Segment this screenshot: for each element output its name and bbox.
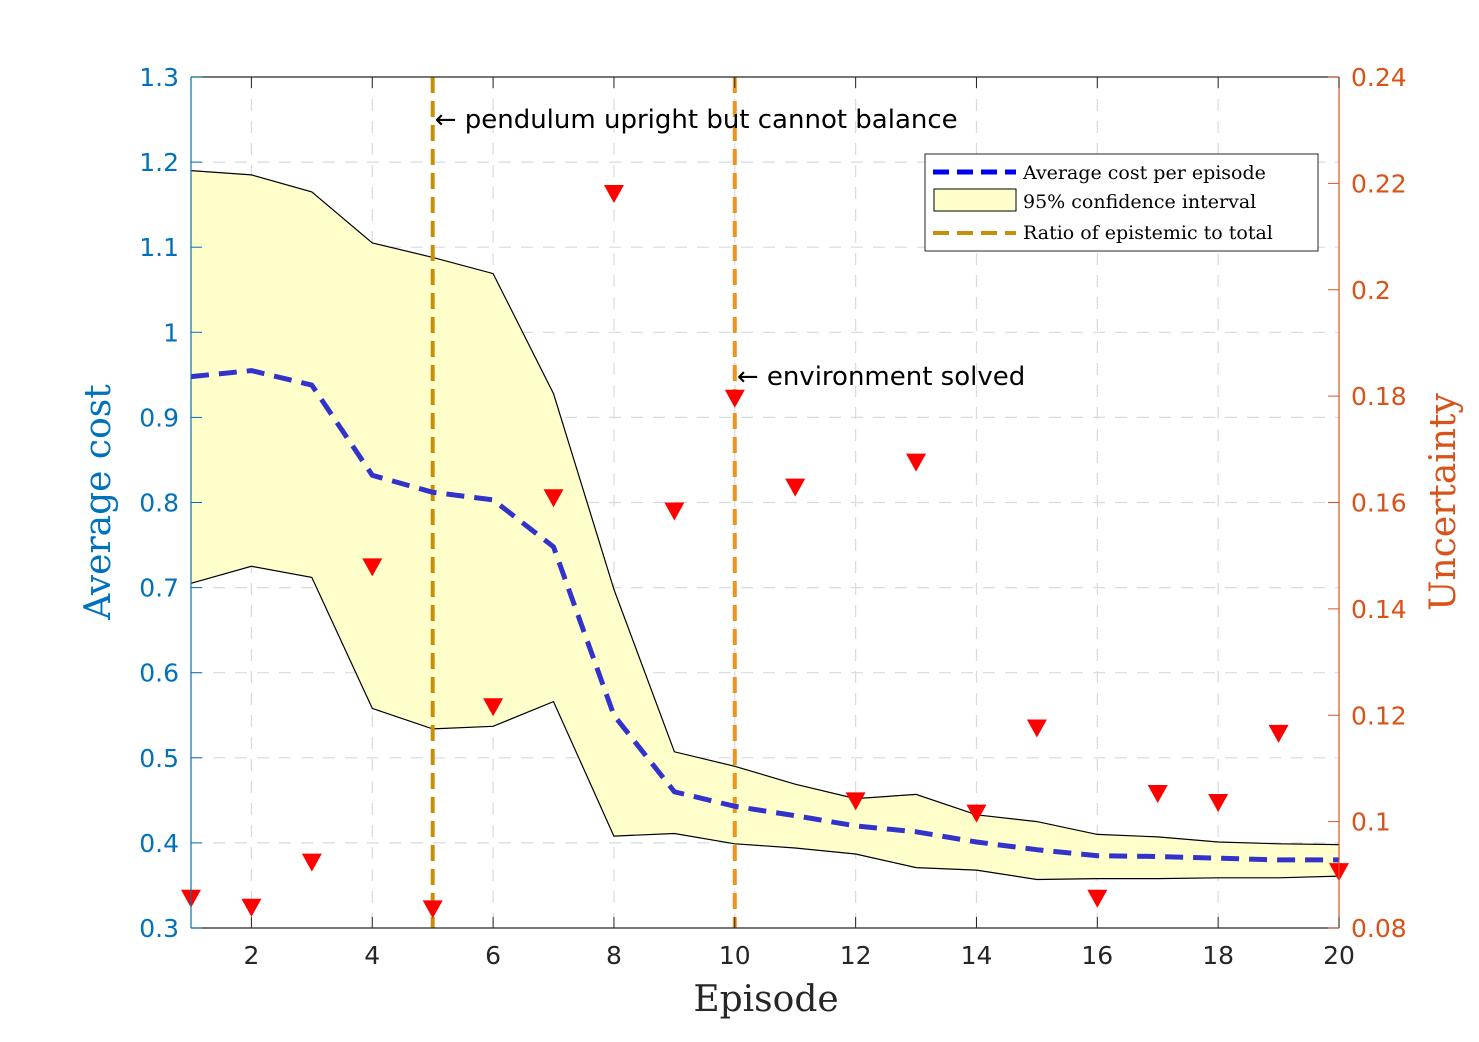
uncertainty-marker [483, 698, 504, 717]
x-tick-label: 4 [364, 941, 380, 970]
vertical-markers [430, 77, 737, 928]
left-tick-label: 0.7 [139, 574, 179, 603]
right-axis-title: Uncertainty [1423, 393, 1464, 611]
left-tick-label: 1.1 [139, 233, 179, 262]
legend-band-swatch [933, 188, 1017, 212]
left-axis-title: Average cost [78, 384, 119, 621]
right-tick-label: 0.2 [1351, 276, 1391, 305]
x-tick-label: 8 [606, 941, 622, 970]
legend-label-mean: Average cost per episode [1022, 162, 1266, 184]
legend-label-band: 95% confidence interval [1023, 191, 1256, 213]
mean-line [190, 368, 1339, 863]
left-tick-label: 1.3 [139, 63, 179, 92]
uncertainty-marker [362, 558, 383, 577]
right-tick-label: 0.16 [1351, 489, 1407, 518]
x-tick-label: 16 [1081, 941, 1113, 970]
band-lower-edge [190, 565, 1340, 881]
uncertainty-marker [724, 389, 745, 408]
uncertainty-marker [603, 185, 624, 204]
annotation-pendulum: ← pendulum upright but cannot balance [435, 105, 958, 135]
right-tick-label: 0.14 [1351, 595, 1407, 624]
left-tick-label: 1.2 [139, 148, 179, 177]
x-tick-label: 2 [243, 941, 259, 970]
band-upper-edge [190, 170, 1340, 846]
left-tick-label: 0.5 [139, 744, 179, 773]
axes: 2 4 6 8 10 12 14 16 18 20 0.3 0.4 0.5 0.6 0.7 0.8 0.9 1 1.… [139, 63, 1406, 970]
annotation-environment-solved: ← environment solved [737, 362, 1025, 392]
uncertainty-marker [1026, 719, 1047, 738]
left-tick-label: 0.8 [139, 489, 179, 518]
confidence-band [190, 170, 1340, 881]
uncertainty-marker [422, 900, 443, 919]
uncertainty-marker [1087, 889, 1108, 908]
right-tick-label: 0.08 [1351, 914, 1407, 943]
legend-label-ratio: Ratio of epistemic to total [1023, 222, 1273, 244]
x-tick-label: 12 [840, 941, 872, 970]
uncertainty-marker [1208, 794, 1229, 813]
uncertainty-marker [1268, 724, 1289, 743]
uncertainty-marker [241, 898, 262, 917]
uncertainty-marker [543, 489, 564, 508]
x-tick-label: 6 [485, 941, 501, 970]
right-tick-label: 0.18 [1351, 382, 1407, 411]
uncertainty-marker [845, 792, 866, 811]
right-tick-label: 0.1 [1351, 808, 1391, 837]
x-tick-label: 10 [719, 941, 751, 970]
right-tick-label: 0.24 [1351, 63, 1407, 92]
left-tick-label: 0.3 [139, 914, 179, 943]
left-tick-label: 1 [163, 318, 179, 347]
uncertainty-marker [664, 502, 685, 521]
uncertainty-marker [1147, 784, 1168, 803]
x-tick-label: 18 [1202, 941, 1234, 970]
x-tick-label: 14 [961, 941, 993, 970]
uncertainty-marker [906, 453, 927, 472]
right-tick-label: 0.12 [1351, 701, 1407, 730]
left-tick-label: 0.9 [139, 403, 179, 432]
uncertainty-markers [181, 185, 1349, 919]
uncertainty-marker [785, 478, 806, 497]
mean-line-group [190, 368, 1339, 863]
x-axis-title: Episode [693, 979, 838, 1020]
band-area [191, 170, 1339, 880]
left-tick-label: 0.4 [139, 829, 179, 858]
axis-titles: Episode Average cost Uncertainty [78, 384, 1464, 1020]
uncertainty-marker [301, 853, 322, 872]
uncertainty-marker [966, 804, 987, 823]
right-tick-label: 0.22 [1351, 169, 1407, 198]
legend: Average cost per episode 95% confidence … [924, 153, 1319, 252]
x-tick-label: 20 [1323, 941, 1355, 970]
left-tick-label: 0.6 [139, 659, 179, 688]
annotations: ← pendulum upright but cannot balance ← … [435, 105, 1026, 392]
